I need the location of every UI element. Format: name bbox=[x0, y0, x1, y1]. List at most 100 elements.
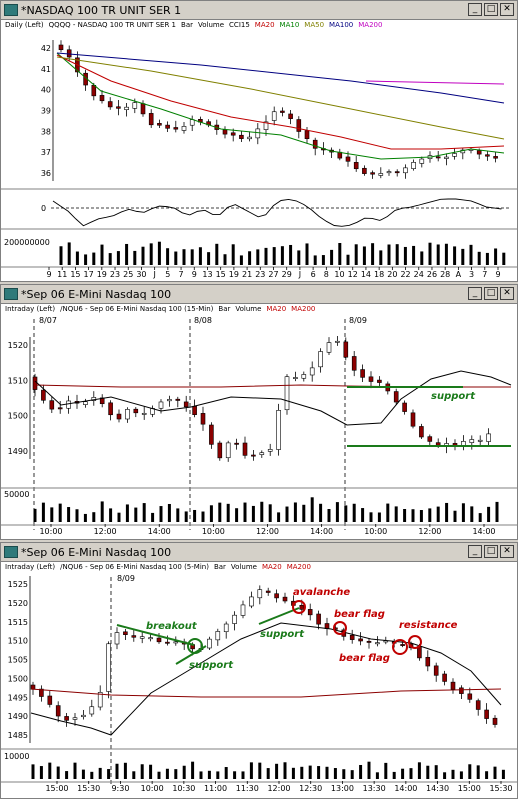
w3-candle bbox=[165, 641, 170, 644]
w3-volume-bar bbox=[107, 769, 111, 779]
w1-candle bbox=[485, 154, 490, 157]
period-label: Intraday (Left) bbox=[5, 563, 56, 571]
w3-volume-bar bbox=[81, 769, 85, 779]
w3-volume-bar bbox=[359, 764, 363, 779]
w3-y-tick: 1500 bbox=[8, 674, 28, 683]
w2-volume-bar bbox=[117, 512, 121, 522]
window-title-bar[interactable]: *NASDAQ 100 TR UNIT SER 1 _ □ ✕ bbox=[1, 1, 517, 20]
maximize-button[interactable]: □ bbox=[484, 545, 498, 558]
w2-x-tick: 10:00 bbox=[364, 527, 387, 536]
w2-candle bbox=[242, 442, 248, 456]
w2-candle bbox=[427, 436, 433, 442]
w1-candle bbox=[411, 162, 416, 169]
w1-candle bbox=[107, 101, 113, 108]
w2-volume-bar bbox=[319, 503, 323, 522]
w3-candle bbox=[139, 636, 145, 639]
w1-volume-bar bbox=[198, 247, 202, 265]
window-title: *Sep 06 E-Mini Nasdaq 100 bbox=[21, 287, 172, 301]
close-button[interactable]: ✕ bbox=[500, 3, 514, 16]
minimize-button[interactable]: _ bbox=[468, 287, 482, 300]
w3-candle bbox=[240, 604, 246, 616]
w3-candle bbox=[257, 589, 263, 599]
w3-candle bbox=[156, 637, 162, 643]
bear-flag-circle-1 bbox=[333, 621, 347, 635]
w1-volume-bar bbox=[313, 255, 317, 265]
w1-x-tick: 20 bbox=[387, 270, 397, 279]
close-button[interactable]: ✕ bbox=[500, 287, 514, 300]
w2-volume-bar bbox=[445, 502, 449, 522]
window-title-bar[interactable]: *Sep 06 E-Mini Nasdaq 100 _ □ ✕ bbox=[1, 543, 517, 562]
w1-x-tick: 22 bbox=[400, 270, 410, 279]
w1-volume-bar bbox=[166, 248, 170, 265]
close-button[interactable]: ✕ bbox=[500, 545, 514, 558]
w1-x-tick: 9 bbox=[495, 270, 500, 279]
w1-candle bbox=[353, 162, 359, 170]
w1-x-tick: 19 bbox=[229, 270, 239, 279]
w1-volume-bar bbox=[92, 252, 96, 265]
maximize-button[interactable]: □ bbox=[484, 287, 498, 300]
w2-volume-bar bbox=[461, 503, 465, 522]
w3-volume-bar bbox=[165, 768, 169, 779]
w1-candle bbox=[362, 167, 367, 174]
w2-volume-bar bbox=[83, 513, 87, 522]
window-title-bar[interactable]: *Sep 06 E-Mini Nasdaq 100 _ □ ✕ bbox=[1, 285, 517, 304]
w1-x-tick: 25 bbox=[123, 270, 133, 279]
w1-candle bbox=[181, 126, 187, 131]
w2-candle bbox=[293, 377, 298, 379]
w3-candle bbox=[72, 717, 78, 720]
w1-volume-bar bbox=[280, 246, 284, 265]
w1-volume-bar bbox=[387, 244, 391, 265]
w2-volume-bar bbox=[344, 505, 348, 522]
w3-x-tick: 15:00 bbox=[458, 784, 481, 793]
w3-volume-bar bbox=[90, 771, 94, 779]
w2-volume-bar bbox=[369, 512, 373, 522]
w3-candle bbox=[148, 637, 153, 640]
w2-candle bbox=[251, 454, 256, 457]
ma200-label: MA200 bbox=[358, 21, 383, 29]
w1-x-tick: 24 bbox=[414, 270, 424, 279]
price-chart-panel[interactable]: 8/09 1525 1520 1515 1510 1505 1500 1495 1490 148… bbox=[1, 573, 517, 798]
w3-candle bbox=[106, 643, 111, 692]
w2-volume-bar bbox=[453, 510, 457, 522]
w1-candle bbox=[370, 172, 375, 175]
w1-volume-bar bbox=[157, 241, 161, 265]
cci-zero-label: 0 bbox=[41, 204, 46, 213]
w3-volume-bar bbox=[115, 763, 119, 779]
w1-volume-bar bbox=[428, 242, 432, 265]
w3-volume-bar bbox=[199, 771, 203, 779]
maximize-button[interactable]: □ bbox=[484, 3, 498, 16]
w3-volume-bar bbox=[459, 771, 463, 779]
w1-volume-bar bbox=[297, 250, 301, 265]
minimize-button[interactable]: _ bbox=[468, 545, 482, 558]
w2-volume-bar bbox=[92, 512, 96, 522]
w3-x-tick: 13:30 bbox=[363, 784, 386, 793]
w2-x-tick: 14:00 bbox=[148, 527, 171, 536]
w2-candle bbox=[108, 402, 113, 416]
w3-volume-bar bbox=[149, 764, 153, 779]
w2-candle bbox=[410, 412, 416, 427]
w3-volume-bar bbox=[443, 772, 447, 779]
w1-volume-bar bbox=[125, 243, 129, 265]
w3-candle bbox=[97, 692, 103, 708]
period-label: Intraday (Left) bbox=[5, 305, 56, 313]
w1-volume-bar bbox=[469, 244, 473, 265]
w3-volume-bar bbox=[342, 769, 346, 779]
date-mark-809: 8/09 bbox=[349, 316, 367, 325]
w1-x-tick: 13 bbox=[202, 270, 212, 279]
w3-candle bbox=[123, 631, 128, 635]
w1-volume-bar bbox=[436, 244, 440, 265]
w3-volume-bar bbox=[485, 771, 489, 779]
w3-y-tick: 1515 bbox=[8, 618, 28, 627]
w3-candle bbox=[207, 638, 212, 649]
w3-volume-bar bbox=[207, 770, 211, 779]
minimize-button[interactable]: _ bbox=[468, 3, 482, 16]
w1-volume-bar bbox=[59, 246, 63, 265]
volume-label: Volume bbox=[230, 563, 257, 571]
w2-candle bbox=[469, 439, 475, 443]
w1-x-tick: 7 bbox=[482, 270, 487, 279]
w1-volume-bar bbox=[371, 243, 375, 265]
w1-volume-bar bbox=[108, 253, 112, 265]
w1-volume-bar bbox=[330, 249, 334, 265]
